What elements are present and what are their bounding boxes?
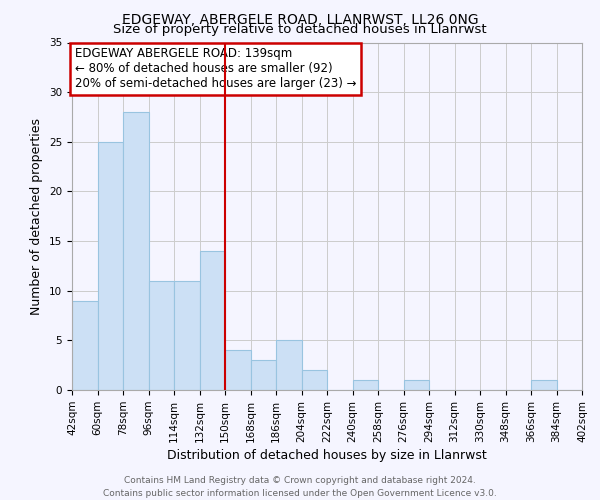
Bar — [276, 340, 302, 390]
Bar — [225, 350, 251, 390]
X-axis label: Distribution of detached houses by size in Llanrwst: Distribution of detached houses by size … — [167, 449, 487, 462]
Text: Size of property relative to detached houses in Llanrwst: Size of property relative to detached ho… — [113, 22, 487, 36]
Bar — [149, 281, 174, 390]
Text: EDGEWAY, ABERGELE ROAD, LLANRWST, LL26 0NG: EDGEWAY, ABERGELE ROAD, LLANRWST, LL26 0… — [122, 12, 478, 26]
Bar — [404, 380, 429, 390]
Bar — [174, 281, 199, 390]
Bar — [199, 251, 225, 390]
Text: EDGEWAY ABERGELE ROAD: 139sqm
← 80% of detached houses are smaller (92)
20% of s: EDGEWAY ABERGELE ROAD: 139sqm ← 80% of d… — [75, 48, 356, 90]
Bar — [97, 142, 123, 390]
Bar — [251, 360, 276, 390]
Bar — [353, 380, 378, 390]
Y-axis label: Number of detached properties: Number of detached properties — [31, 118, 43, 315]
Text: Contains HM Land Registry data © Crown copyright and database right 2024.
Contai: Contains HM Land Registry data © Crown c… — [103, 476, 497, 498]
Bar — [123, 112, 149, 390]
Bar — [302, 370, 327, 390]
Bar — [72, 300, 97, 390]
Bar — [531, 380, 557, 390]
